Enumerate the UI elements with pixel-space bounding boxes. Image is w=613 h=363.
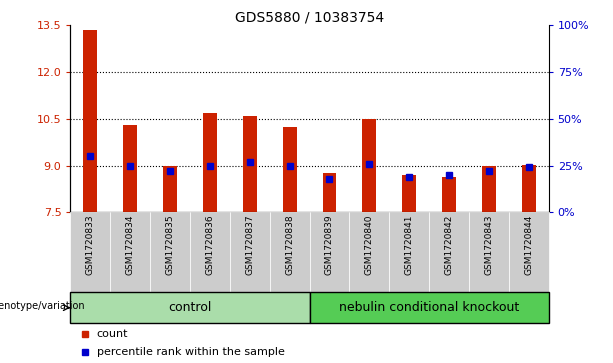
Bar [482, 166, 496, 212]
Bar [310, 212, 349, 292]
Title: GDS5880 / 10383754: GDS5880 / 10383754 [235, 10, 384, 24]
Text: GSM1720833: GSM1720833 [86, 215, 95, 276]
Bar [402, 175, 416, 212]
Text: GSM1720838: GSM1720838 [285, 215, 294, 276]
Bar [150, 212, 190, 292]
Bar [442, 178, 456, 212]
Text: control: control [169, 301, 211, 314]
Bar [270, 212, 310, 292]
Text: GSM1720841: GSM1720841 [405, 215, 414, 275]
Bar [283, 127, 297, 212]
Bar [190, 212, 230, 292]
Bar [469, 212, 509, 292]
Text: genotype/variation: genotype/variation [0, 301, 85, 311]
Bar [203, 113, 217, 212]
Text: GSM1720839: GSM1720839 [325, 215, 334, 276]
Bar [83, 30, 97, 212]
Bar [509, 212, 549, 292]
Text: GSM1720844: GSM1720844 [524, 215, 533, 275]
Bar [310, 292, 549, 323]
Text: GSM1720842: GSM1720842 [444, 215, 454, 275]
Text: nebulin conditional knockout: nebulin conditional knockout [339, 301, 519, 314]
Bar [163, 166, 177, 212]
Bar [322, 174, 337, 212]
Text: GSM1720834: GSM1720834 [126, 215, 135, 275]
Bar [522, 165, 536, 212]
Text: count: count [97, 329, 128, 339]
Bar [70, 292, 310, 323]
Bar [243, 117, 257, 212]
Bar [349, 212, 389, 292]
Text: percentile rank within the sample: percentile rank within the sample [97, 347, 284, 357]
Text: GSM1720840: GSM1720840 [365, 215, 374, 275]
Bar [230, 212, 270, 292]
Text: GSM1720836: GSM1720836 [205, 215, 215, 276]
Text: GSM1720843: GSM1720843 [484, 215, 493, 275]
Bar [362, 119, 376, 212]
Bar [110, 212, 150, 292]
Text: GSM1720835: GSM1720835 [166, 215, 175, 276]
Bar [70, 212, 110, 292]
Bar [389, 212, 429, 292]
Bar [123, 125, 137, 212]
Text: GSM1720837: GSM1720837 [245, 215, 254, 276]
Bar [429, 212, 469, 292]
